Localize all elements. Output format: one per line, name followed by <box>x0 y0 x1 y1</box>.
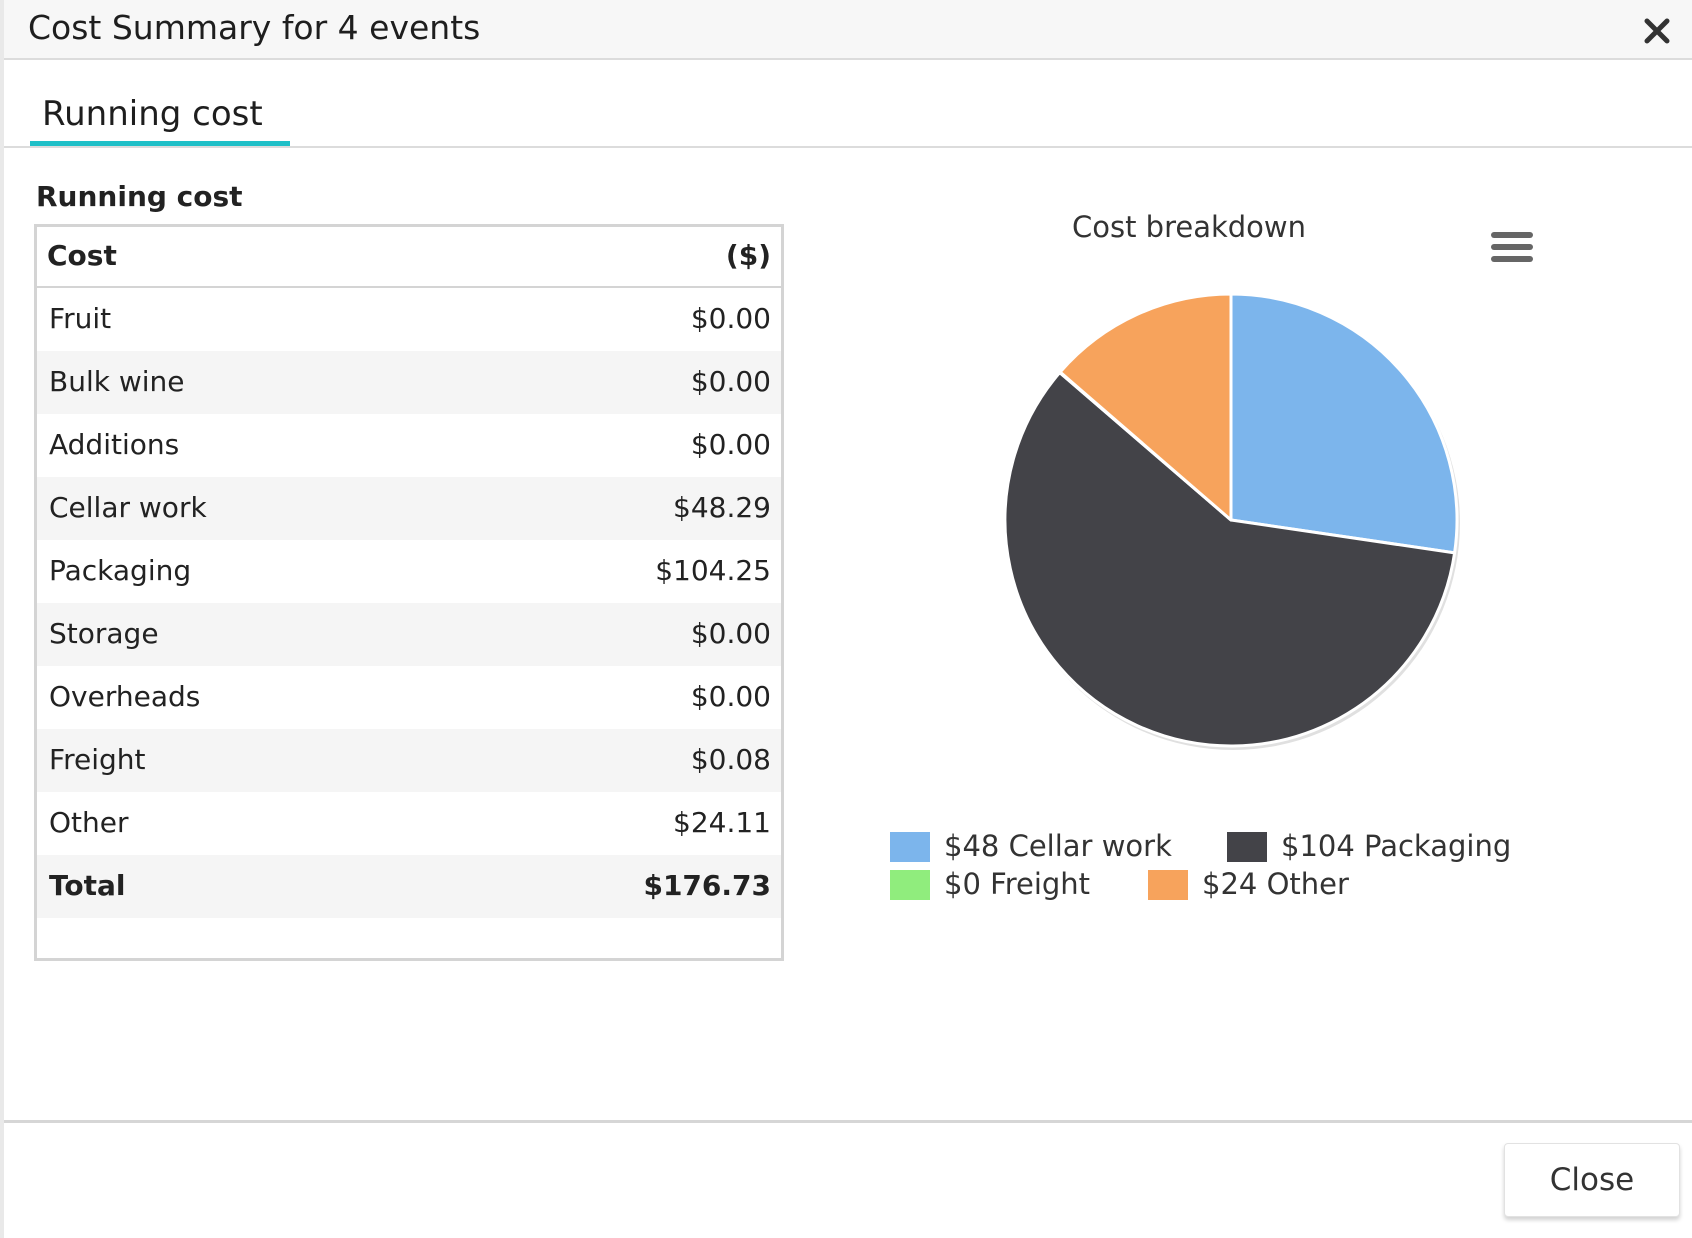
legend-swatch <box>890 832 930 862</box>
row-label: Other <box>49 806 129 839</box>
chart-title: Cost breakdown <box>1071 210 1307 244</box>
hamburger-menu-icon[interactable] <box>1490 228 1534 268</box>
legend-label: $24 Other <box>1202 867 1349 901</box>
row-value: $0.00 <box>690 428 771 461</box>
row-value: $0.00 <box>690 302 771 335</box>
legend-swatch <box>890 870 930 900</box>
table-row: Storage $0.00 <box>37 603 781 666</box>
section-title: Running cost <box>36 180 243 213</box>
row-label: Storage <box>49 617 159 650</box>
row-label: Bulk wine <box>49 365 185 398</box>
row-value: $0.00 <box>690 680 771 713</box>
pie-slice-0[interactable] <box>1229 292 1459 555</box>
close-icon[interactable] <box>1642 16 1672 46</box>
table-row: Packaging $104.25 <box>37 540 781 603</box>
tab-running-cost[interactable]: Running cost <box>30 94 290 146</box>
column-header-amount: ($) <box>725 239 771 272</box>
close-button[interactable]: Close <box>1504 1143 1680 1217</box>
row-value: $104.25 <box>655 554 771 587</box>
total-label: Total <box>49 869 126 902</box>
row-value: $0.00 <box>690 365 771 398</box>
legend-label: $48 Cellar work <box>944 829 1172 863</box>
footer-divider <box>4 1120 1692 1123</box>
chart-legend: $48 Cellar work $104 Packaging $0 Freigh… <box>890 829 1590 920</box>
row-value: $48.29 <box>673 491 771 524</box>
row-value: $0.00 <box>690 617 771 650</box>
legend-label: $104 Packaging <box>1281 829 1512 863</box>
row-label: Cellar work <box>49 491 207 524</box>
row-value: $24.11 <box>673 806 771 839</box>
dialog-title: Cost Summary for 4 events <box>28 8 481 47</box>
table-row: Cellar work $48.29 <box>37 477 781 540</box>
table-row: Fruit $0.00 <box>37 288 781 351</box>
pie-chart-svg <box>1003 292 1460 750</box>
table-header: Cost ($) <box>37 227 781 288</box>
running-cost-table: Cost ($) Fruit $0.00 Bulk wine $0.00 Add… <box>34 224 784 961</box>
table-row: Bulk wine $0.00 <box>37 351 781 414</box>
tab-bar: Running cost <box>4 60 1692 148</box>
row-label: Packaging <box>49 554 192 587</box>
table-row: Overheads $0.00 <box>37 666 781 729</box>
table-total-row: Total $176.73 <box>37 855 781 918</box>
legend-label: $0 Freight <box>944 867 1091 901</box>
dialog-titlebar: Cost Summary for 4 events <box>4 0 1692 60</box>
cost-breakdown-chart: Cost breakdown $48 Cellar work $104 Pack… <box>864 190 1664 950</box>
table-row: Additions $0.00 <box>37 414 781 477</box>
row-label: Additions <box>49 428 180 461</box>
row-value: $0.08 <box>690 743 771 776</box>
total-value: $176.73 <box>643 869 771 902</box>
row-label: Fruit <box>49 302 112 335</box>
tab-label: Running cost <box>42 94 263 134</box>
legend-swatch <box>1227 832 1267 862</box>
table-row: Other $24.11 <box>37 792 781 855</box>
row-label: Freight <box>49 743 146 776</box>
legend-swatch <box>1148 870 1188 900</box>
pie-slice-3[interactable] <box>1058 292 1233 522</box>
pie-slice-1[interactable] <box>1003 371 1457 748</box>
table-row: Freight $0.08 <box>37 729 781 792</box>
column-header-cost: Cost <box>47 239 117 272</box>
row-label: Overheads <box>49 680 201 713</box>
